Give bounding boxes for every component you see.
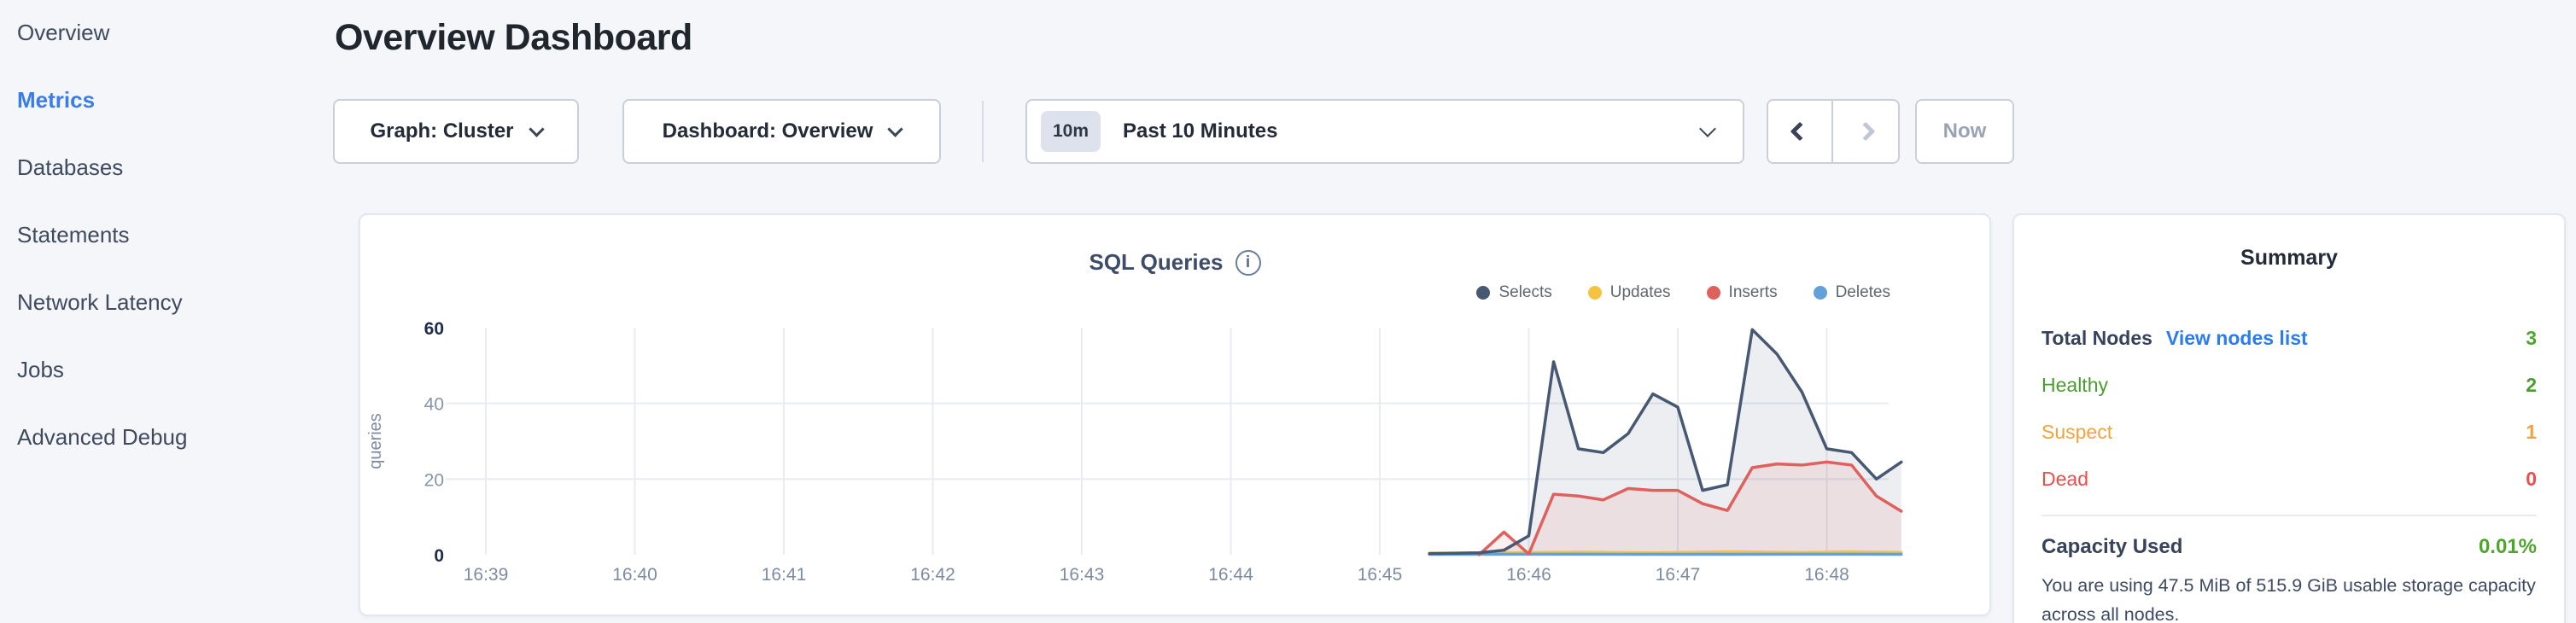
now-button-label: Now [1942,119,1987,143]
graph-scope-dropdown-label: Graph: Cluster [370,119,514,143]
page-title: Overview Dashboard [335,17,692,58]
total-nodes-label: Total Nodes [2042,327,2153,349]
sidebar-item-overview[interactable]: Overview [17,20,110,45]
legend-dot-selects [1476,286,1491,300]
summary-row-healthy: Healthy 2 [2042,362,2537,409]
controls-divider [982,101,984,162]
legend-dot-deletes [1813,286,1827,300]
legend-label-updates: Updates [1609,283,1671,301]
chart-title: SQL Queries [1089,249,1224,275]
total-nodes-row: Total Nodes View nodes list 3 [2042,315,2537,362]
x-axis-tick: 16:46 [1506,565,1551,585]
now-button[interactable]: Now [1915,99,2014,164]
legend-label-inserts: Inserts [1728,283,1778,301]
graph-scope-dropdown[interactable]: Graph: Cluster [333,99,579,164]
series-area-selects [1429,329,1901,555]
legend-item-deletes[interactable]: Deletes [1813,283,1890,302]
capacity-used-value: 0.01% [2478,535,2537,558]
sidebar-item-statements[interactable]: Statements [17,222,130,247]
status-label-dead: Dead [2042,468,2088,490]
legend-label-selects: Selects [1498,283,1552,301]
y-axis-tick: 20 [424,470,444,490]
series-line-inserts [1477,460,1903,556]
status-label-healthy: Healthy [2042,374,2108,396]
y-axis-tick: 0 [434,546,444,566]
x-axis-tick: 16:44 [1208,565,1253,585]
x-axis-tick: 16:47 [1656,565,1701,585]
status-value-healthy: 2 [2526,374,2537,396]
view-nodes-list-link[interactable]: View nodes list [2165,327,2308,349]
y-axis-tick: 60 [424,319,444,339]
time-step-buttons [1767,99,1900,164]
legend-item-updates[interactable]: Updates [1587,283,1671,302]
dashboard-dropdown-label: Dashboard: Overview [662,119,873,143]
y-axis-title: queries [366,413,385,469]
total-nodes-value: 3 [2526,327,2537,349]
legend-dot-inserts [1706,286,1720,300]
chevron-down-icon [887,120,904,137]
capacity-used-label: Capacity Used [2042,535,2183,558]
summary-row-dead: Dead 0 [2042,456,2537,503]
x-axis-tick: 16:43 [1060,565,1105,585]
sql-queries-chart-card: 0 20 40 60 16:39 16:40 16:41 16:42 16:43 16:44 16:… [359,213,1991,616]
x-axis-tick: 16:39 [464,565,509,585]
time-range-dropdown[interactable]: 10m Past 10 Minutes [1025,99,1744,164]
summary-divider [2042,515,2537,516]
capacity-description: You are using 47.5 MiB of 515.9 GiB usab… [2042,575,2536,623]
sidebar: Overview Metrics Databases Statements Networ… [0,0,329,623]
capacity-used-row: Capacity Used 0.01% [2042,532,2537,562]
sidebar-item-metrics[interactable]: Metrics [17,87,96,113]
summary-panel: Summary Total Nodes View nodes list 3 He… [2012,213,2566,623]
chevron-down-icon [528,120,545,137]
x-axis-tick: 16:41 [762,565,807,585]
time-step-back-button[interactable] [1768,101,1834,162]
time-range-badge: 10m [1041,111,1101,152]
legend-item-inserts[interactable]: Inserts [1706,283,1778,302]
sidebar-item-jobs[interactable]: Jobs [17,357,64,382]
summary-title: Summary [2240,246,2338,270]
time-step-forward-button[interactable] [1833,101,1898,162]
x-axis-tick: 16:42 [910,565,955,585]
summary-row-suspect: Suspect 1 [2042,409,2537,456]
x-axis-tick: 16:48 [1804,565,1849,585]
legend-label-deletes: Deletes [1835,283,1890,301]
sql-queries-plot[interactable]: 0 20 40 60 16:39 16:40 16:41 16:42 16:43 16:44 16:… [360,215,1993,618]
legend-dot-updates [1587,286,1602,300]
time-range-label: Past 10 Minutes [1123,119,1278,143]
series-area-inserts [1479,462,1901,555]
y-axis-tick: 40 [424,395,444,415]
node-status-rows: Healthy 2 Suspect 1 Dead 0 [2042,362,2537,503]
chevron-down-icon [1699,120,1716,137]
series-line-selects [1428,328,1903,556]
sidebar-item-network-latency[interactable]: Network Latency [17,289,183,315]
x-axis-tick: 16:40 [612,565,657,585]
dashboard-dropdown[interactable]: Dashboard: Overview [622,99,941,164]
chart-legend: Selects Updates Inserts Deletes [1476,283,1890,302]
series-line-updates [1428,550,1903,555]
status-value-suspect: 1 [2526,421,2537,443]
legend-item-selects[interactable]: Selects [1476,283,1552,302]
sidebar-item-advanced-debug[interactable]: Advanced Debug [17,424,188,450]
chevron-right-icon [1855,121,1876,142]
status-value-dead: 0 [2526,468,2537,490]
x-axis-tick: 16:45 [1358,565,1403,585]
sidebar-item-databases[interactable]: Databases [17,154,124,180]
chart-title-row: SQL Queries i [360,249,1989,276]
status-label-suspect: Suspect [2042,421,2113,443]
chevron-left-icon [1790,121,1810,142]
info-icon[interactable]: i [1235,249,1261,276]
